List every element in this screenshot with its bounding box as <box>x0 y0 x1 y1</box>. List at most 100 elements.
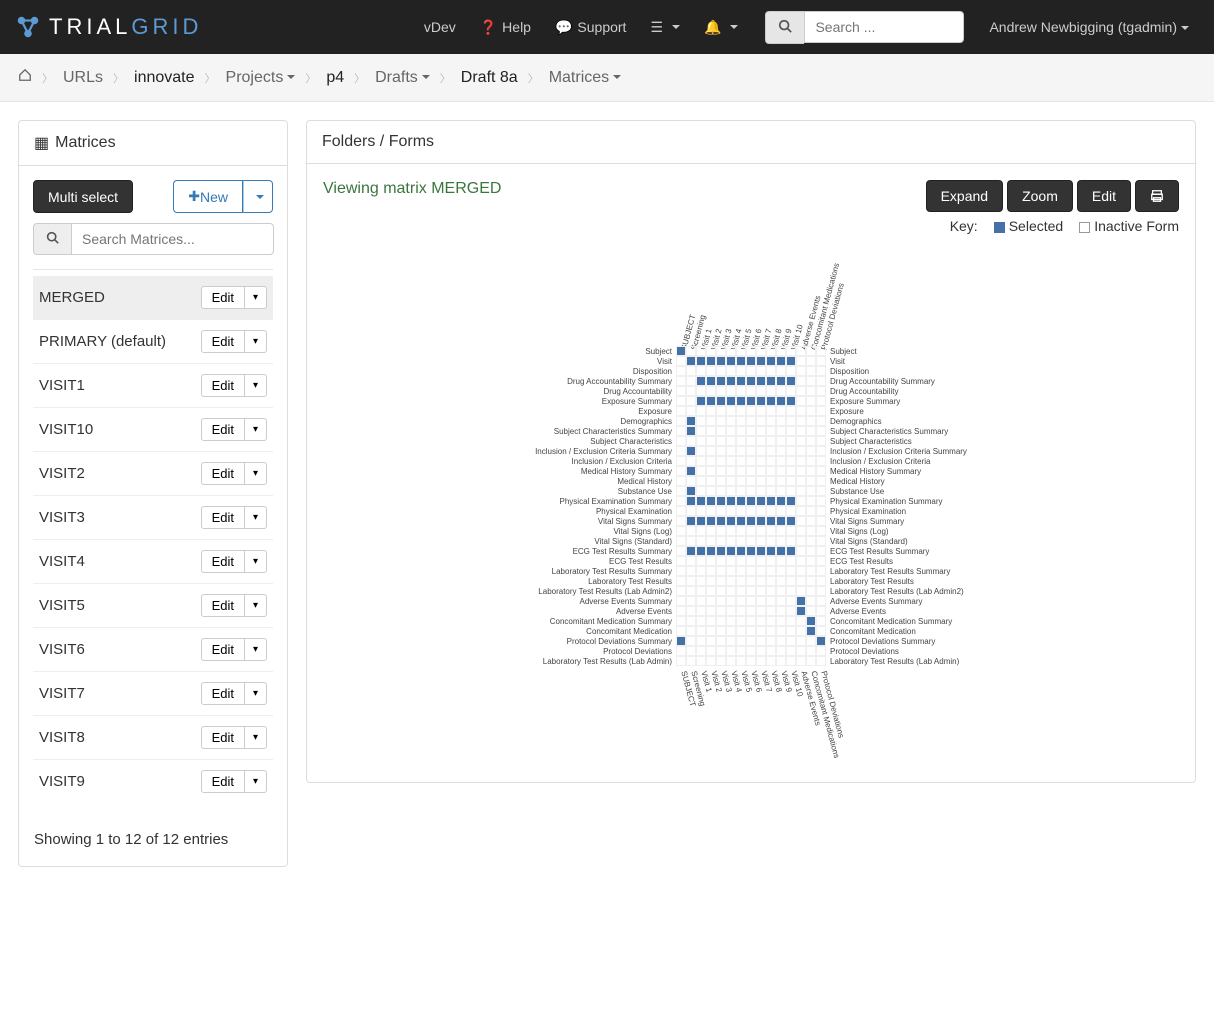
matrix-cell[interactable] <box>696 526 706 536</box>
matrix-cell[interactable] <box>746 536 756 546</box>
matrix-cell[interactable] <box>736 576 746 586</box>
edit-matrix-button[interactable]: Edit <box>201 682 245 705</box>
matrix-cell[interactable] <box>696 636 706 646</box>
matrix-cell[interactable] <box>806 566 816 576</box>
matrix-cell[interactable] <box>806 346 816 356</box>
matrix-cell[interactable] <box>756 416 766 426</box>
matrix-cell[interactable] <box>696 366 706 376</box>
matrix-cell[interactable] <box>736 346 746 356</box>
matrix-list-item[interactable]: VISIT3Edit▾ <box>33 495 273 539</box>
matrix-cell[interactable] <box>686 416 696 426</box>
matrix-cell[interactable] <box>676 376 686 386</box>
matrix-cell[interactable] <box>736 656 746 666</box>
zoom-button[interactable]: Zoom <box>1007 180 1073 212</box>
edit-matrix-button[interactable]: Edit <box>201 506 245 529</box>
matrix-cell[interactable] <box>776 646 786 656</box>
matrix-cell[interactable] <box>676 596 686 606</box>
edit-matrix-button[interactable]: Edit <box>201 418 245 441</box>
matrix-cell[interactable] <box>766 556 776 566</box>
matrix-cell[interactable] <box>686 526 696 536</box>
matrix-cell[interactable] <box>706 606 716 616</box>
edit-matrix-button[interactable]: Edit <box>201 462 245 485</box>
matrix-cell[interactable] <box>686 496 696 506</box>
matrix-cell[interactable] <box>696 536 706 546</box>
matrix-cell[interactable] <box>716 386 726 396</box>
matrix-cell[interactable] <box>706 446 716 456</box>
matrix-cell[interactable] <box>796 476 806 486</box>
matrix-cell[interactable] <box>776 556 786 566</box>
matrix-cell[interactable] <box>746 376 756 386</box>
matrix-cell[interactable] <box>746 346 756 356</box>
matrix-cell[interactable] <box>736 366 746 376</box>
matrix-cell[interactable] <box>716 356 726 366</box>
matrix-cell[interactable] <box>726 386 736 396</box>
matrix-list-item[interactable]: VISIT5Edit▾ <box>33 583 273 627</box>
matrix-cell[interactable] <box>686 586 696 596</box>
matrix-cell[interactable] <box>776 366 786 376</box>
matrix-cell[interactable] <box>736 586 746 596</box>
matrix-cell[interactable] <box>706 436 716 446</box>
matrix-cell[interactable] <box>766 526 776 536</box>
matrix-cell[interactable] <box>776 466 786 476</box>
matrix-cell[interactable] <box>746 606 756 616</box>
new-button[interactable]: ✚ New <box>173 180 243 213</box>
matrix-cell[interactable] <box>796 516 806 526</box>
matrix-cell[interactable] <box>786 456 796 466</box>
matrix-cell[interactable] <box>736 416 746 426</box>
matrix-cell[interactable] <box>806 396 816 406</box>
matrix-cell[interactable] <box>806 526 816 536</box>
matrix-cell[interactable] <box>706 466 716 476</box>
matrix-cell[interactable] <box>816 526 826 536</box>
matrix-cell[interactable] <box>816 466 826 476</box>
matrix-cell[interactable] <box>726 416 736 426</box>
matrix-cell[interactable] <box>686 576 696 586</box>
matrix-cell[interactable] <box>806 366 816 376</box>
matrix-cell[interactable] <box>676 566 686 576</box>
matrix-cell[interactable] <box>816 456 826 466</box>
matrix-cell[interactable] <box>776 416 786 426</box>
matrix-cell[interactable] <box>816 436 826 446</box>
matrix-cell[interactable] <box>686 646 696 656</box>
matrix-cell[interactable] <box>726 566 736 576</box>
breadcrumb-item[interactable]: innovate <box>134 69 195 86</box>
matrix-cell[interactable] <box>736 436 746 446</box>
matrix-cell[interactable] <box>756 456 766 466</box>
edit-button[interactable]: Edit <box>1077 180 1131 212</box>
matrix-cell[interactable] <box>736 476 746 486</box>
matrix-cell[interactable] <box>746 456 756 466</box>
matrix-cell[interactable] <box>796 556 806 566</box>
matrix-cell[interactable] <box>776 626 786 636</box>
matrix-cell[interactable] <box>816 506 826 516</box>
matrix-cell[interactable] <box>786 576 796 586</box>
matrix-cell[interactable] <box>706 516 716 526</box>
matrix-list-item[interactable]: VISIT4Edit▾ <box>33 539 273 583</box>
matrix-cell[interactable] <box>736 646 746 656</box>
print-button[interactable] <box>1135 180 1179 212</box>
matrix-cell[interactable] <box>816 386 826 396</box>
matrix-cell[interactable] <box>726 396 736 406</box>
matrix-cell[interactable] <box>816 416 826 426</box>
matrix-cell[interactable] <box>766 626 776 636</box>
matrix-cell[interactable] <box>716 346 726 356</box>
matrix-cell[interactable] <box>776 386 786 396</box>
breadcrumb-item[interactable]: Draft 8a <box>461 69 518 86</box>
matrix-cell[interactable] <box>736 566 746 576</box>
matrix-cell[interactable] <box>786 476 796 486</box>
matrix-cell[interactable] <box>806 516 816 526</box>
matrix-cell[interactable] <box>816 396 826 406</box>
matrix-cell[interactable] <box>676 586 686 596</box>
matrix-cell[interactable] <box>696 486 706 496</box>
matrix-cell[interactable] <box>806 376 816 386</box>
matrix-cell[interactable] <box>726 476 736 486</box>
search-input[interactable] <box>804 11 964 43</box>
matrix-cell[interactable] <box>746 426 756 436</box>
matrix-cell[interactable] <box>806 416 816 426</box>
matrix-cell[interactable] <box>816 366 826 376</box>
matrix-cell[interactable] <box>746 596 756 606</box>
matrix-cell[interactable] <box>756 646 766 656</box>
matrix-cell[interactable] <box>716 456 726 466</box>
matrix-cell[interactable] <box>796 656 806 666</box>
edit-matrix-button[interactable]: Edit <box>201 330 245 353</box>
user-menu[interactable]: Andrew Newbigging (tgadmin) <box>979 19 1199 35</box>
matrix-cell[interactable] <box>716 396 726 406</box>
